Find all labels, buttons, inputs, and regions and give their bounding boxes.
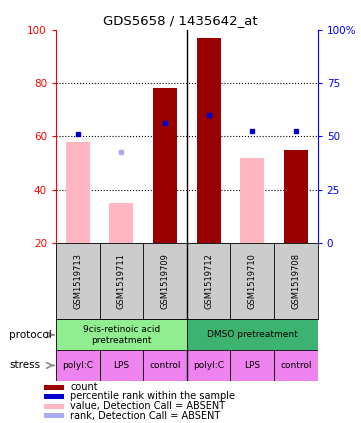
Text: count: count [70,382,98,392]
Text: polyI:C: polyI:C [193,361,224,370]
Text: polyI:C: polyI:C [62,361,93,370]
Bar [187,350,230,381]
Bar [109,203,133,243]
Text: protocol: protocol [9,330,52,340]
Bar [44,413,64,418]
Bar [100,350,143,381]
Text: value, Detection Call = ABSENT: value, Detection Call = ABSENT [70,401,225,411]
Bar [240,158,264,243]
Bar [66,142,90,243]
Text: rank, Detection Call = ABSENT: rank, Detection Call = ABSENT [70,411,221,421]
Bar [153,88,177,243]
Text: GSM1519713: GSM1519713 [73,253,82,309]
Text: GSM1519711: GSM1519711 [117,253,126,309]
Bar [44,404,64,409]
Text: GDS5658 / 1435642_at: GDS5658 / 1435642_at [103,14,258,27]
Bar [230,350,274,381]
Text: control: control [149,361,181,370]
Bar [197,38,221,243]
Text: percentile rank within the sample: percentile rank within the sample [70,391,235,401]
Bar [56,350,100,381]
Bar [274,350,318,381]
Text: LPS: LPS [113,361,130,370]
Text: GSM1519712: GSM1519712 [204,253,213,309]
Text: DMSO pretreatment: DMSO pretreatment [207,330,297,339]
Text: LPS: LPS [244,361,260,370]
Bar [56,319,187,350]
Bar [44,385,64,390]
Text: 9cis-retinoic acid
pretreatment: 9cis-retinoic acid pretreatment [83,325,160,344]
Text: control: control [280,361,312,370]
Text: GSM1519710: GSM1519710 [248,253,257,309]
Text: stress: stress [9,360,40,371]
Bar [187,319,318,350]
Bar [284,150,308,243]
Text: GSM1519709: GSM1519709 [161,253,170,309]
Bar [44,394,64,399]
Bar [143,350,187,381]
Text: GSM1519708: GSM1519708 [291,253,300,309]
